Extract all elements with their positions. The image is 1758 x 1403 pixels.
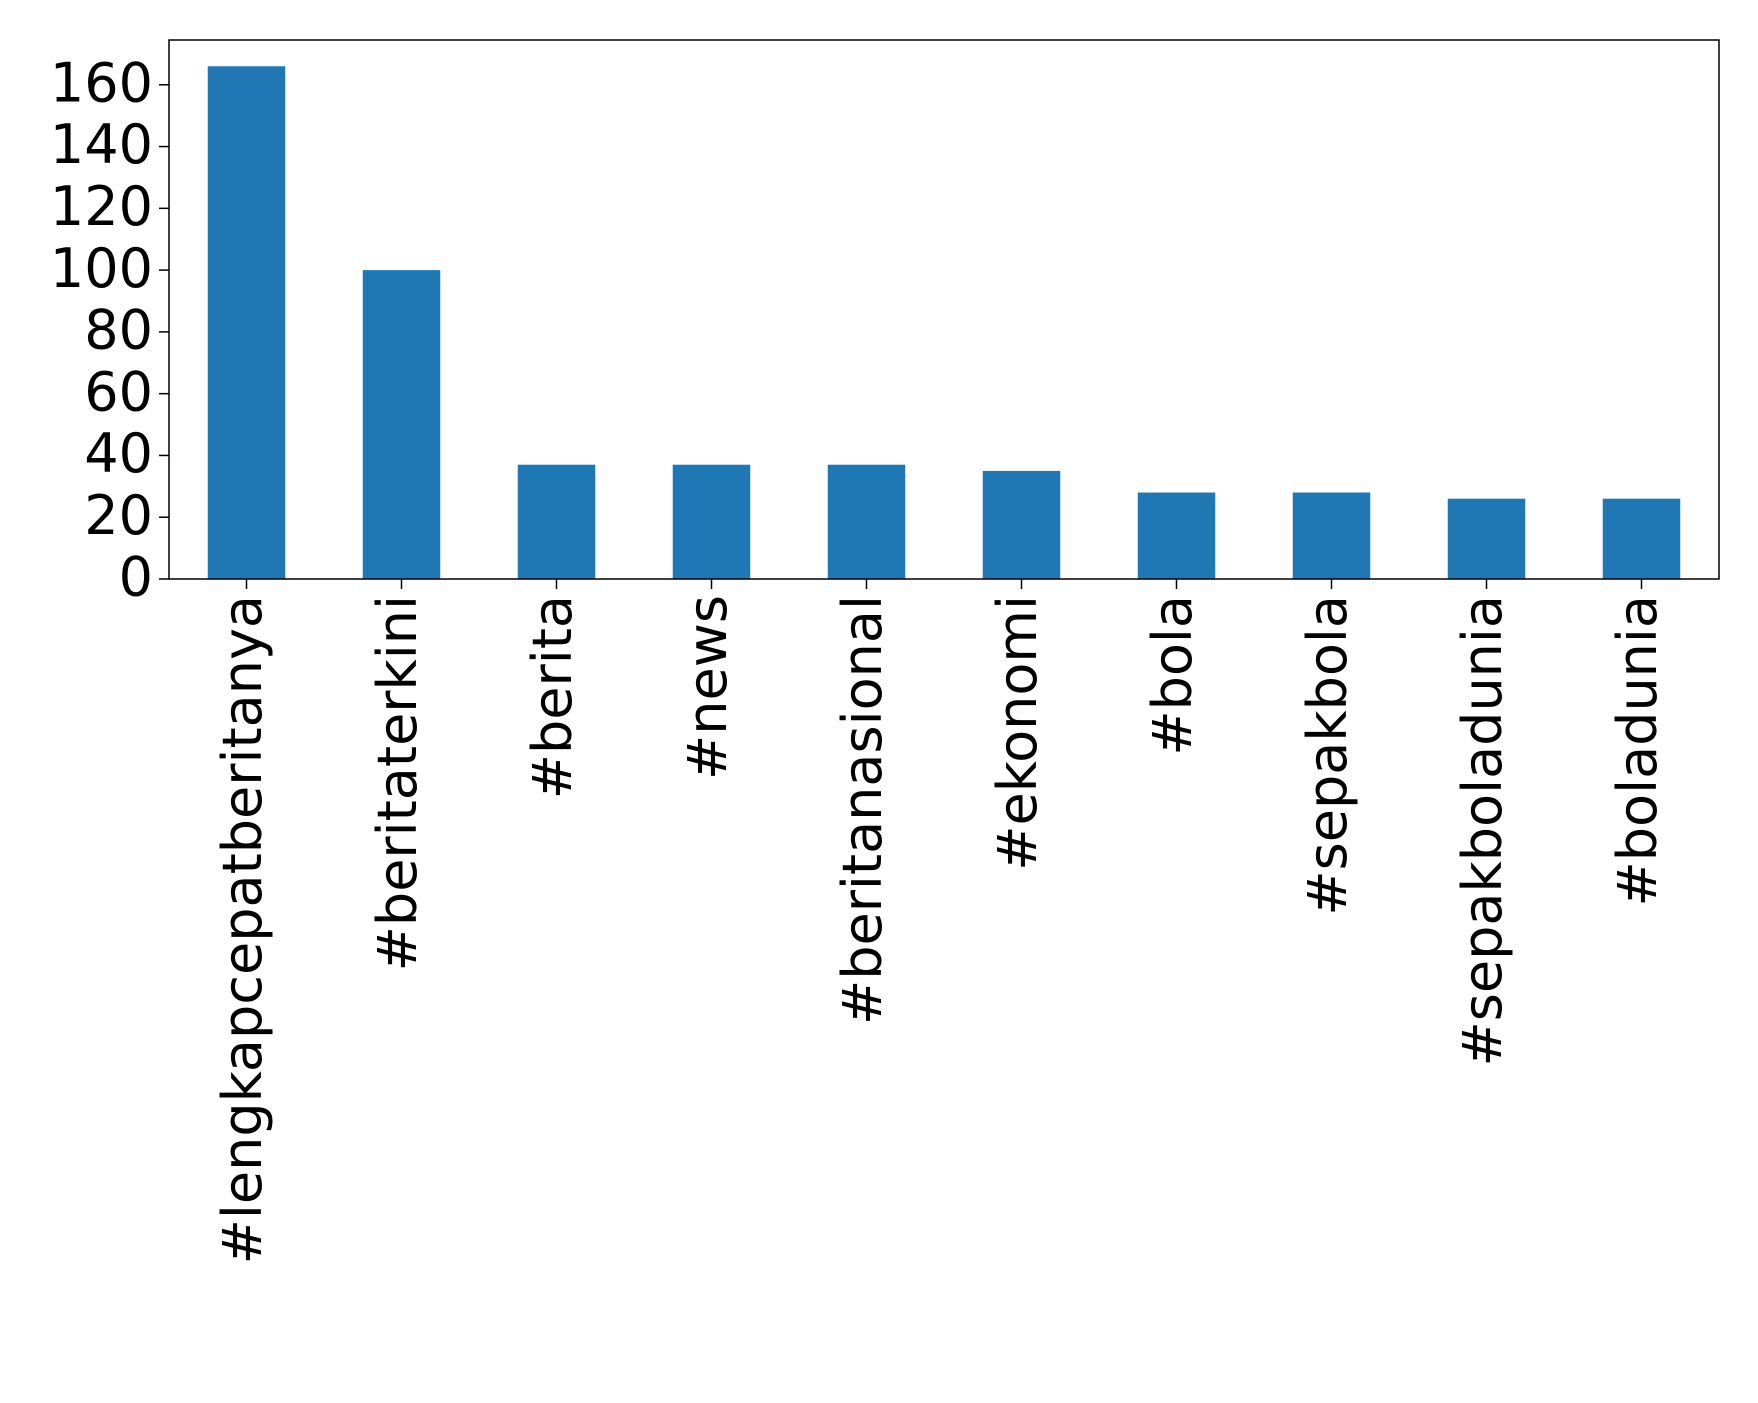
bar — [1602, 498, 1681, 579]
bar — [672, 464, 751, 579]
y-tick-label: 40 — [84, 422, 153, 485]
y-tick-label: 160 — [50, 51, 153, 114]
y-tick-label: 140 — [50, 113, 153, 176]
x-tick-label: #ekonomi — [986, 595, 1049, 871]
x-tick-label: #news — [676, 595, 739, 780]
y-tick-label: 80 — [84, 299, 153, 362]
bar — [827, 464, 906, 579]
x-tick-label: #sepakboladunia — [1451, 595, 1514, 1066]
x-tick-label: #boladunia — [1606, 595, 1669, 906]
x-tick-label: #berita — [521, 595, 584, 799]
x-tick-label: #beritaterkini — [366, 595, 429, 971]
x-tick-label: #bola — [1141, 595, 1204, 756]
bar — [1292, 492, 1371, 579]
bar — [1137, 492, 1216, 579]
y-tick-label: 60 — [84, 360, 153, 423]
x-tick-label: #beritanasional — [831, 595, 894, 1025]
x-tick-label: #sepakbola — [1296, 595, 1359, 916]
plot-frame — [168, 39, 1720, 580]
bar — [362, 270, 441, 579]
y-tick-label: 120 — [50, 175, 153, 238]
x-tick-label: #lengkapcepatberitanya — [211, 595, 274, 1264]
bar — [517, 464, 596, 579]
bar — [982, 470, 1061, 579]
y-tick-label: 100 — [50, 237, 153, 300]
y-tick-label: 0 — [119, 546, 153, 609]
bar — [1447, 498, 1526, 579]
bar — [207, 66, 286, 580]
y-tick-label: 20 — [84, 484, 153, 547]
